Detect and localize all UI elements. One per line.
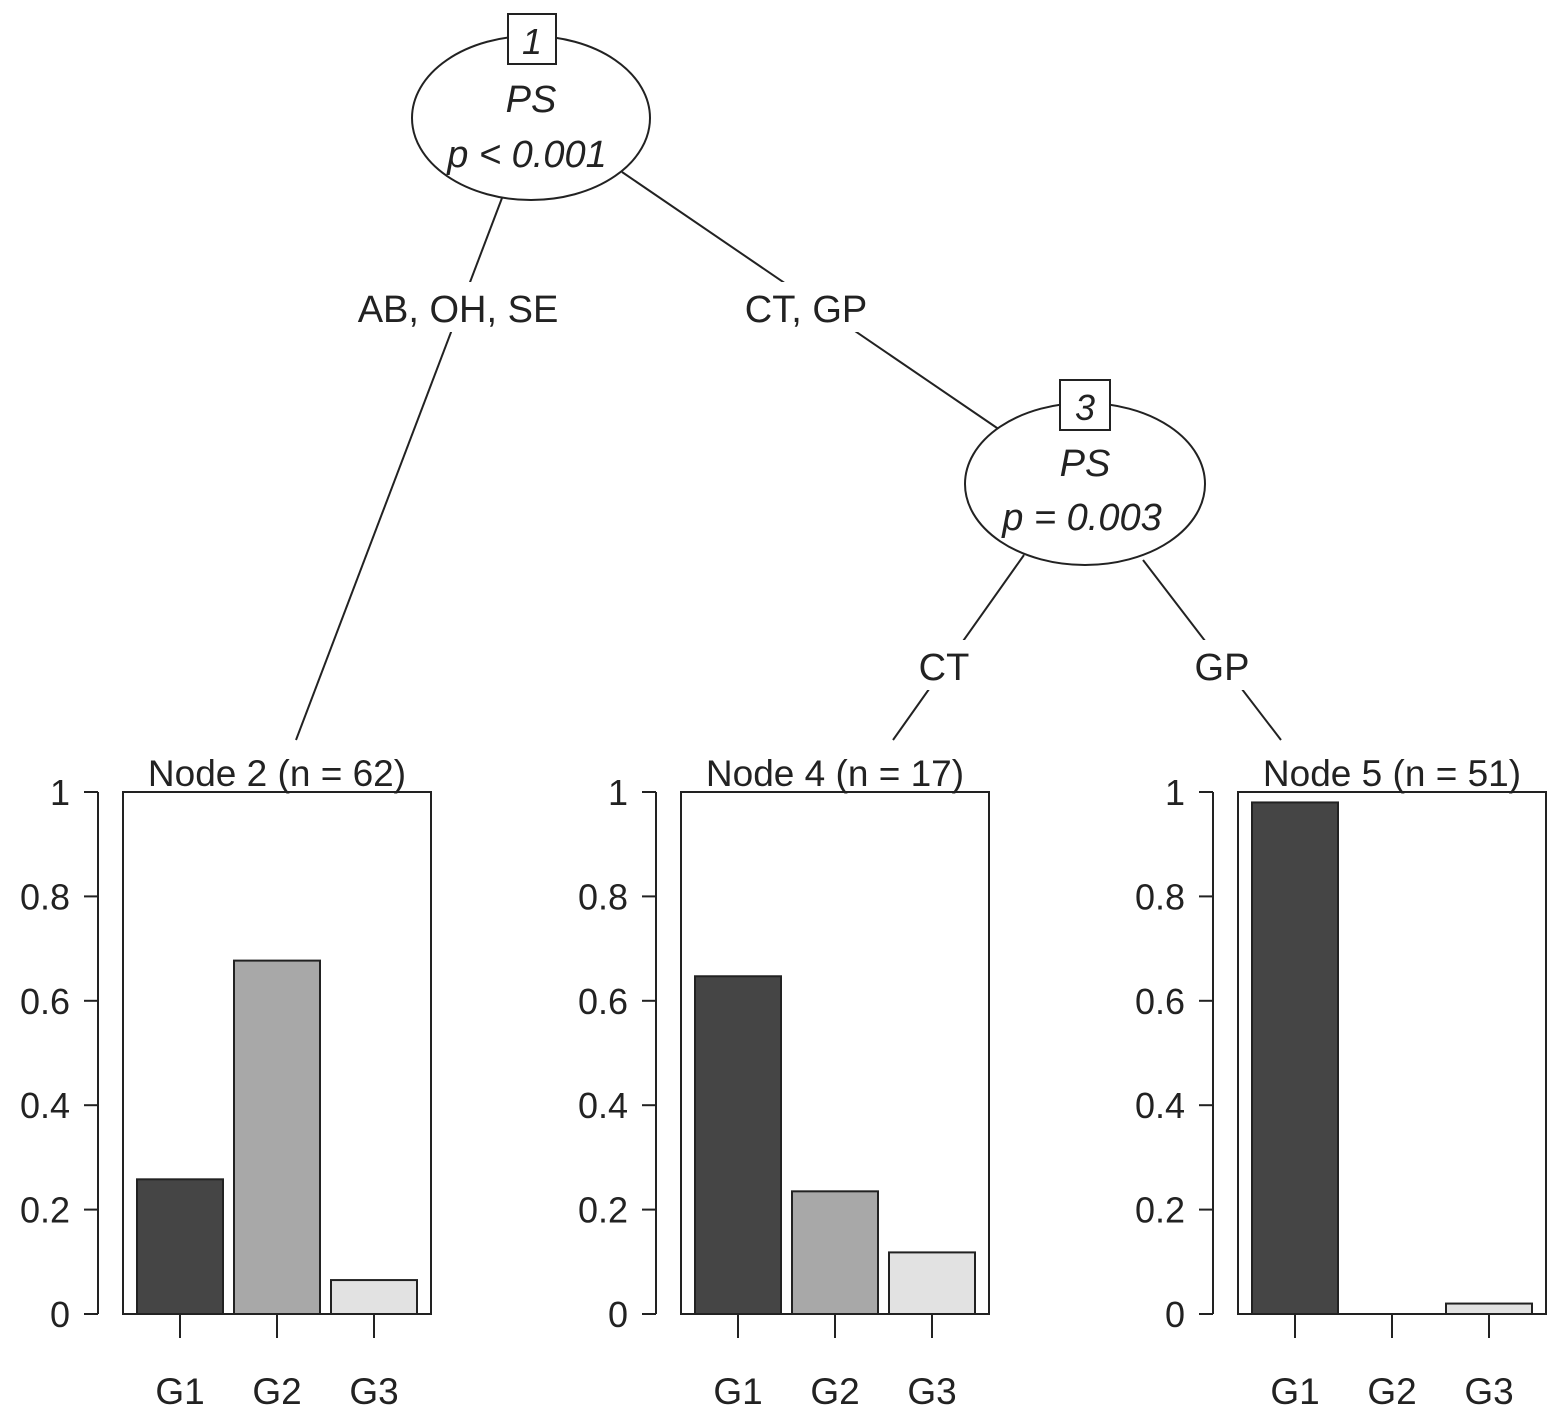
y-tick-label: 0.4: [1135, 1085, 1185, 1126]
panel-title: Node 2 (n = 62): [148, 753, 406, 794]
bar-G2: [233, 959, 321, 1316]
bar-G1: [694, 975, 782, 1315]
x-tick-label: G2: [1367, 1371, 1416, 1412]
x-tick-label: G1: [155, 1371, 204, 1412]
y-tick-label: 0.8: [1135, 876, 1185, 917]
edge-label-node1-left: AB, OH, SE: [358, 289, 559, 331]
bar-G3: [330, 1279, 418, 1315]
y-tick-label: 0.6: [20, 981, 70, 1022]
x-tick-label: G3: [349, 1371, 398, 1412]
terminal-node-1: Node 2 (n = 62) 0 0.2 0.4 0.6 0.8 1 G1 G2 G3: [20, 744, 432, 1412]
bar-G1: [1251, 801, 1339, 1315]
inner-node-1: 1 PS p < 0.001: [411, 13, 651, 201]
y-tick-label: 0.6: [578, 981, 628, 1022]
inner-node-3: 3 PS p = 0.003: [964, 379, 1206, 566]
y-tick-label: 0: [50, 1294, 70, 1335]
x-tick-label: G3: [1464, 1371, 1513, 1412]
node-3-pvalue: p = 0.003: [1001, 497, 1162, 539]
x-tick-label: G3: [907, 1371, 956, 1412]
x-tick-label: G1: [713, 1371, 762, 1412]
node-1-pvalue: p < 0.001: [446, 134, 607, 176]
y-tick-label: 0: [608, 1294, 628, 1335]
edge-label-node3-left: CT: [919, 647, 970, 689]
edge-label-node3-right: GP: [1195, 647, 1250, 689]
x-tick-label: G1: [1270, 1371, 1319, 1412]
y-tick-label: 1: [1165, 772, 1185, 813]
edge-1-to-2: [295, 197, 503, 741]
y-tick-label: 0.4: [20, 1085, 70, 1126]
y-tick-label: 0.2: [578, 1190, 628, 1231]
node-3-id: 3: [1075, 387, 1095, 428]
x-tick-label: G2: [810, 1371, 859, 1412]
terminal-node-3: Node 5 (n = 51) 0 0.2 0.4 0.6 0.8 1 G1 G2 G3: [1135, 744, 1547, 1412]
y-tick-label: 0.4: [578, 1085, 628, 1126]
edge-label-node1-right: CT, GP: [745, 289, 867, 331]
y-tick-label: 0.8: [578, 876, 628, 917]
bar-G1: [136, 1178, 224, 1315]
y-tick-label: 0: [1165, 1294, 1185, 1335]
node-1-variable: PS: [506, 79, 557, 121]
y-tick-label: 0.6: [1135, 981, 1185, 1022]
y-tick-label: 1: [50, 772, 70, 813]
bar-G2: [791, 1190, 879, 1315]
y-tick-label: 0.2: [1135, 1190, 1185, 1231]
panel-title: Node 5 (n = 51): [1263, 753, 1521, 794]
node-3-variable: PS: [1060, 443, 1111, 485]
x-tick-label: G2: [252, 1371, 301, 1412]
y-tick-label: 0.8: [20, 876, 70, 917]
panel-title: Node 4 (n = 17): [706, 753, 964, 794]
terminal-node-2: Node 4 (n = 17) 0 0.2 0.4 0.6 0.8 1 G1 G2 G3: [578, 744, 990, 1412]
y-tick-label: 1: [608, 772, 628, 813]
y-tick-label: 0.2: [20, 1190, 70, 1231]
bar-G3: [1445, 1302, 1533, 1316]
bar-G3: [888, 1251, 976, 1316]
node-1-id: 1: [522, 21, 542, 62]
